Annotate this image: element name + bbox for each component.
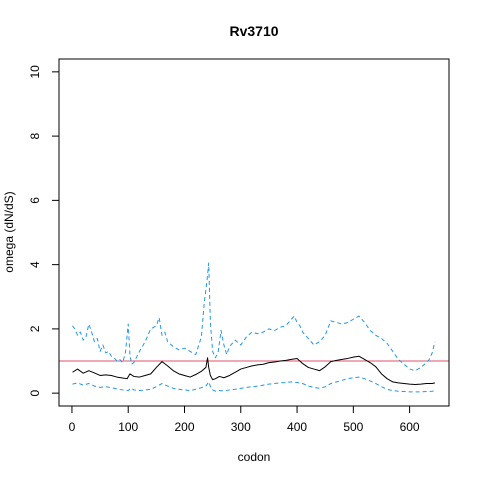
plot-frame — [58, 58, 450, 407]
x-axis-label: codon — [238, 450, 271, 464]
y-tick-label: 4 — [28, 261, 42, 268]
series-line-lower-interval — [72, 376, 435, 393]
y-tick-label: 6 — [28, 197, 42, 204]
x-tick-label: 400 — [287, 420, 307, 434]
y-tick-label: 10 — [28, 65, 42, 79]
chart-title: Rv3710 — [229, 23, 278, 39]
axis-ticks: 0 100 200 300 400 500 600 0 2 4 6 8 10 — [28, 65, 420, 434]
y-tick-label: 8 — [28, 132, 42, 139]
x-tick-label: 0 — [69, 420, 76, 434]
x-tick-label: 600 — [400, 420, 420, 434]
series-line-estimate — [72, 355, 436, 385]
x-tick-label: 300 — [231, 420, 251, 434]
plot-area — [59, 262, 449, 393]
series-layer — [72, 262, 436, 393]
y-axis-label: omega (dN/dS) — [2, 191, 16, 272]
x-tick-label: 500 — [343, 420, 363, 434]
y-tick-label: 2 — [28, 325, 42, 332]
y-tick-label: 0 — [28, 389, 42, 396]
x-tick-label: 200 — [174, 420, 194, 434]
x-tick-label: 100 — [118, 420, 138, 434]
series-line-upper-interval — [72, 262, 436, 372]
